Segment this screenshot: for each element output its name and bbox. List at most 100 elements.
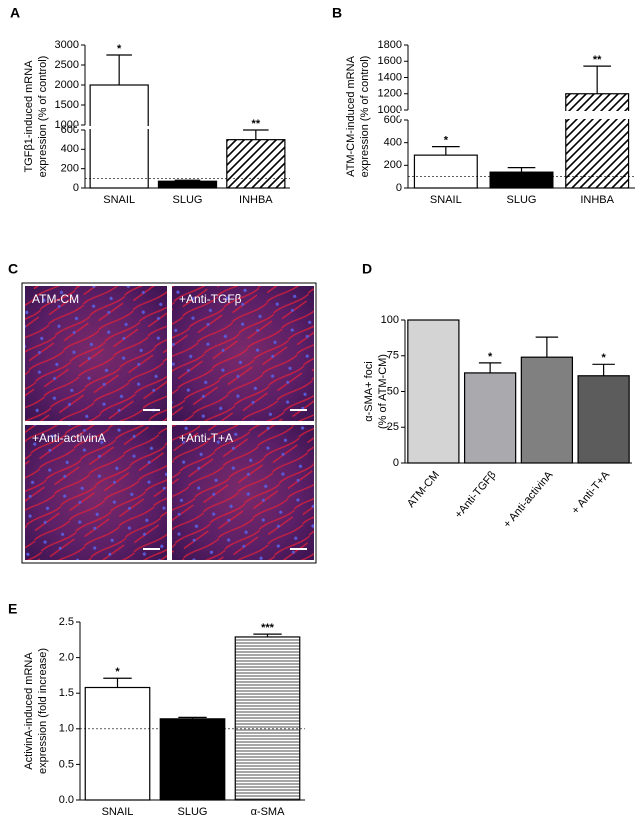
significance: ** [593, 54, 602, 66]
y-axis-label: (% of ATM-CM) [377, 354, 389, 429]
panel-label: D [362, 261, 372, 277]
bar [413, 154, 478, 189]
bar [157, 180, 218, 189]
axis-break [77, 126, 294, 129]
micrograph-texture [25, 286, 167, 421]
y-tick-label: 1200 [378, 88, 402, 100]
x-tick-label: ATM-CM [405, 469, 442, 510]
y-tick-label: 400 [384, 137, 402, 149]
y-tick-label: 1.5 [59, 687, 74, 699]
bar [234, 636, 301, 801]
y-tick-label: 200 [61, 163, 79, 175]
significance: * [115, 666, 120, 678]
x-tick-label: SLUG [178, 806, 208, 818]
x-tick-label: +Anti-TGFβ [453, 469, 499, 521]
y-tick-label: 2.0 [59, 652, 74, 664]
image-label: +Anti-T+A [179, 431, 233, 445]
y-tick-label: 400 [61, 143, 79, 155]
x-tick-label: SLUG [507, 194, 537, 206]
bar [520, 356, 574, 464]
significance: * [117, 43, 122, 55]
y-axis-label: expression (fold increase) [37, 648, 49, 774]
error-bar [507, 167, 536, 173]
y-tick-label: 2000 [55, 79, 79, 91]
y-tick-label: 100 [381, 314, 399, 326]
error-bar [253, 633, 282, 637]
image-label: +Anti-TGFβ [179, 292, 242, 306]
y-axis-label: expression (% of control) [37, 56, 49, 178]
y-tick-label: 2.5 [59, 616, 74, 628]
bar [89, 84, 149, 189]
bar [407, 319, 460, 464]
y-tick-label: 0 [396, 182, 402, 194]
y-axis-label: expression (% of control) [359, 56, 371, 178]
micrograph-texture [25, 425, 167, 560]
y-tick-label: 1800 [378, 39, 402, 51]
micrograph-texture [172, 425, 314, 560]
panel-label: C [8, 261, 18, 277]
x-tick-label: + Anti-activinA [501, 469, 556, 531]
x-tick-label: INHBA [580, 194, 614, 206]
y-tick-label: 25 [387, 421, 399, 433]
error-bar [106, 54, 132, 85]
x-tick-label: SLUG [173, 194, 203, 206]
significance: ** [252, 118, 261, 130]
x-tick-label: SNAIL [430, 194, 462, 206]
significance: * [444, 135, 449, 147]
y-tick-label: 0 [393, 457, 399, 469]
significance: * [601, 352, 606, 364]
error-bar [243, 129, 269, 140]
panel-label: B [332, 5, 342, 21]
panel-label: E [8, 601, 17, 617]
y-tick-label: 600 [384, 114, 402, 126]
y-tick-label: 1500 [55, 99, 79, 111]
error-bar [583, 65, 611, 94]
error-bar [592, 363, 615, 376]
y-tick-label: 1600 [378, 55, 402, 67]
panel-label: A [10, 5, 20, 21]
y-tick-label: 1000 [55, 119, 79, 131]
bar [489, 171, 554, 189]
error-bar [478, 362, 502, 373]
significance: * [488, 351, 493, 363]
x-tick-label: SNAIL [103, 194, 135, 206]
bar [159, 718, 226, 801]
micrograph-texture [172, 286, 314, 421]
y-axis-label: ActivinA-induced mRNA [23, 652, 35, 770]
error-bar [432, 146, 460, 156]
error-bar [174, 179, 201, 182]
bar [463, 372, 517, 464]
image-label: +Anti-activinA [32, 431, 106, 445]
y-tick-label: 1000 [378, 104, 402, 116]
error-bar [103, 677, 132, 688]
y-tick-label: 1.0 [59, 723, 74, 735]
error-bar [178, 716, 207, 719]
y-tick-label: 0 [73, 182, 79, 194]
x-tick-label: + Anti-T+A [570, 469, 613, 517]
x-tick-label: SNAIL [102, 806, 134, 818]
bar [577, 375, 630, 464]
y-tick-label: 75 [387, 350, 399, 362]
y-tick-label: 0.5 [59, 758, 74, 770]
y-tick-label: 0.0 [59, 794, 74, 806]
y-tick-label: 2500 [55, 59, 79, 71]
significance: *** [261, 622, 275, 634]
image-label: ATM-CM [32, 292, 79, 306]
y-tick-label: 200 [384, 159, 402, 171]
y-tick-label: 50 [387, 385, 399, 397]
y-tick-label: 1400 [378, 71, 402, 83]
x-tick-label: INHBA [239, 194, 273, 206]
y-axis-label: TGFβ1-induced mRNA [23, 60, 35, 173]
y-tick-label: 3000 [55, 39, 79, 51]
axis-break [400, 111, 637, 119]
micrograph-panel: C ATM-CM +Anti-TGFβ +Anti-activinA +Anti-T+… [8, 261, 317, 564]
bar [226, 139, 286, 189]
bar [84, 686, 151, 801]
y-axis-label: α-SMA+ foci [363, 361, 375, 421]
error-bar [535, 336, 559, 358]
y-tick-label: 600 [61, 124, 79, 136]
bar [565, 93, 630, 189]
y-axis-label: ATM-CM-induced mRNA [345, 55, 357, 176]
x-tick-label: α-SMA [251, 806, 286, 818]
